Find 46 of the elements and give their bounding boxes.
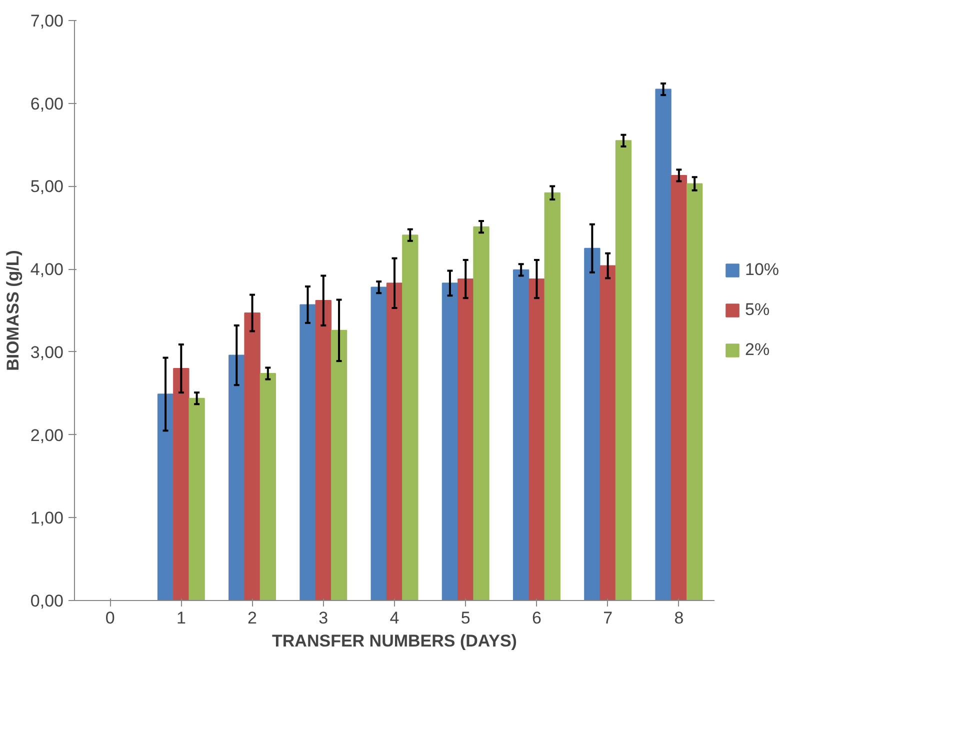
bar (584, 248, 600, 600)
bar (157, 394, 174, 600)
y-tick-label: 3,00 (30, 342, 64, 362)
y-tick-label: 4,00 (30, 260, 64, 280)
bar (315, 300, 332, 600)
x-axis-title: TRANSFER NUMBERS (DAYS) (272, 632, 517, 650)
x-tick-label: 5 (460, 608, 470, 628)
y-tick-label: 7,00 (30, 12, 64, 30)
bar (655, 88, 672, 600)
bar (260, 372, 276, 600)
bar (244, 312, 260, 600)
bar (458, 278, 474, 600)
bar (386, 282, 403, 600)
x-tick-label: 1 (176, 608, 186, 628)
y-tick-label: 5,00 (30, 177, 64, 196)
bar (544, 192, 560, 600)
bar (228, 354, 245, 600)
bar (600, 265, 616, 600)
bar (370, 286, 387, 600)
x-tick-label: 3 (318, 608, 328, 628)
bar (300, 304, 316, 600)
x-tick-label: 2 (248, 608, 258, 628)
legend-label: 10% (745, 260, 780, 280)
y-axis-title: BIOMASS (g/L) (3, 250, 22, 371)
x-tick-label: 6 (532, 608, 542, 628)
x-tick-label: 7 (603, 608, 613, 628)
x-tick-label: 0 (105, 608, 115, 628)
bar (615, 140, 632, 600)
y-tick-label: 6,00 (30, 94, 64, 114)
bar (686, 183, 703, 600)
x-tick-label: 4 (390, 608, 400, 628)
bar (402, 234, 418, 600)
bar (442, 282, 458, 600)
legend-label: 2% (745, 340, 770, 360)
y-tick-label: 2,00 (30, 426, 64, 445)
bar (528, 278, 545, 600)
x-tick-label: 8 (674, 608, 684, 628)
bar (330, 330, 348, 600)
y-tick-label: 0,00 (30, 592, 64, 610)
y-tick-label: 1,00 (30, 508, 64, 528)
bar (173, 368, 190, 600)
legend-label: 5% (745, 300, 770, 320)
bar (188, 398, 205, 600)
bar (512, 269, 530, 600)
bar (473, 226, 490, 600)
bar (670, 174, 688, 600)
